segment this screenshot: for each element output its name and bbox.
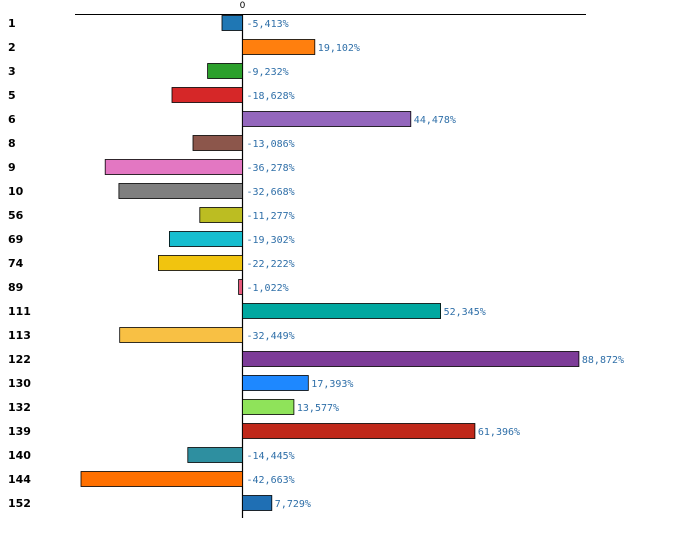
- bar: [187, 447, 243, 463]
- bar: [171, 87, 243, 103]
- value-label: -32,668%: [247, 187, 295, 198]
- category-label: 132: [8, 401, 31, 414]
- bar: [168, 231, 243, 247]
- category-label: 130: [8, 377, 31, 390]
- bar: [242, 303, 442, 319]
- value-label: 17,393%: [311, 379, 353, 390]
- category-label: 140: [8, 449, 31, 462]
- bar: [242, 495, 273, 511]
- value-label: -19,302%: [247, 235, 295, 246]
- value-label: -13,086%: [247, 139, 295, 150]
- category-label: 89: [8, 281, 23, 294]
- bar: [242, 399, 295, 415]
- value-label: 52,345%: [444, 307, 486, 318]
- value-label: 44,478%: [414, 115, 456, 126]
- value-label: -1,022%: [247, 283, 289, 294]
- value-label: 88,872%: [582, 355, 624, 366]
- value-label: -36,278%: [247, 163, 295, 174]
- value-label: -22,222%: [247, 259, 295, 270]
- category-label: 69: [8, 233, 23, 246]
- value-label: 19,102%: [318, 43, 360, 54]
- zero-tick-label: 0: [240, 1, 246, 11]
- bar: [192, 135, 243, 151]
- value-label: 13,577%: [297, 403, 339, 414]
- bar: [242, 423, 476, 439]
- value-label: -18,628%: [247, 91, 295, 102]
- category-label: 9: [8, 161, 16, 174]
- category-label: 152: [8, 497, 31, 510]
- category-label: 122: [8, 353, 31, 366]
- bar: [242, 351, 580, 367]
- category-label: 10: [8, 185, 24, 198]
- category-label: 56: [8, 209, 24, 222]
- value-label: -9,232%: [247, 67, 289, 78]
- category-label: 139: [8, 425, 31, 438]
- bar: [238, 279, 243, 295]
- bar: [80, 471, 243, 487]
- category-label: 111: [8, 305, 31, 318]
- category-label: 113: [8, 329, 31, 342]
- bar: [221, 15, 243, 31]
- bar: [199, 207, 243, 223]
- value-label: -32,449%: [247, 331, 295, 342]
- value-label: -14,445%: [247, 451, 295, 462]
- value-label: 7,729%: [275, 499, 311, 510]
- bar: [118, 183, 243, 199]
- value-label: -11,277%: [247, 211, 295, 222]
- category-label: 6: [8, 113, 16, 126]
- category-label: 5: [8, 89, 16, 102]
- category-label: 2: [8, 41, 16, 54]
- value-label: -5,413%: [247, 19, 289, 30]
- bar: [242, 39, 316, 55]
- bars-group: 1 -5,413% 2 19,102% 3 -9,232% 5 -18,628% 6 44,478…: [8, 15, 624, 511]
- bar: [157, 255, 243, 271]
- bar: [119, 327, 243, 343]
- bar: [104, 159, 243, 175]
- value-label: -42,663%: [247, 475, 295, 486]
- category-label: 1: [8, 17, 16, 30]
- category-label: 74: [8, 257, 24, 270]
- category-label: 3: [8, 65, 16, 78]
- bar: [242, 375, 309, 391]
- bar: [242, 111, 412, 127]
- category-label: 8: [8, 137, 16, 150]
- category-label: 144: [8, 473, 31, 486]
- value-label: 61,396%: [478, 427, 520, 438]
- bar: [207, 63, 243, 79]
